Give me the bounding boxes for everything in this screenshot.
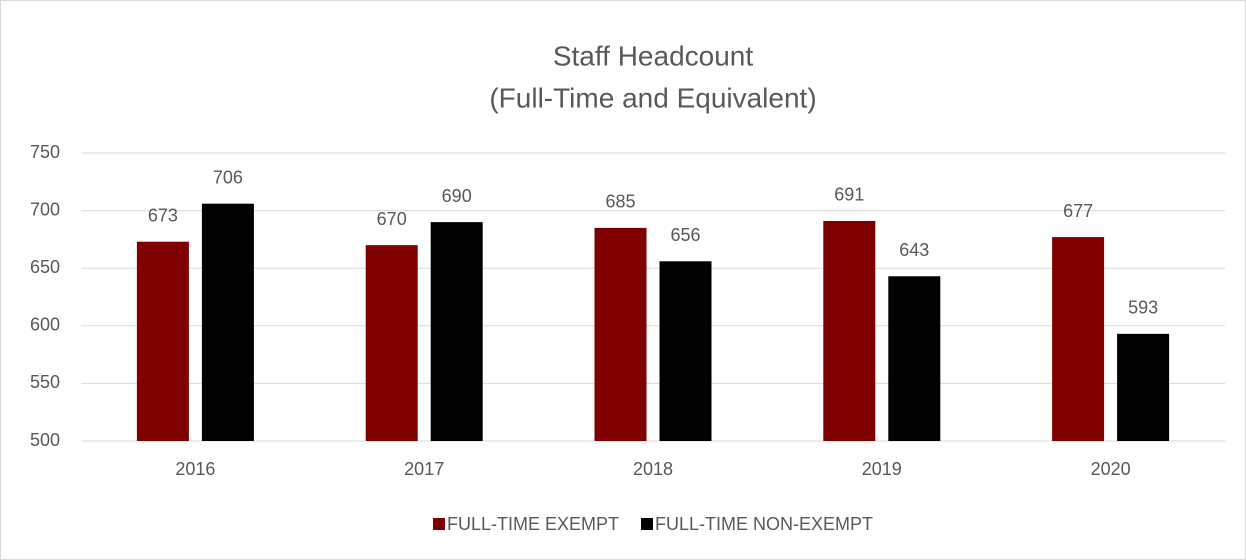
data-label: 685 <box>605 192 635 212</box>
data-label: 673 <box>148 205 178 225</box>
data-label: 656 <box>670 225 700 245</box>
chart-subtitle: (Full-Time and Equivalent) <box>489 82 816 113</box>
data-label: 677 <box>1063 201 1093 221</box>
x-tick-label: 2019 <box>862 459 902 479</box>
x-tick-label: 2018 <box>633 459 673 479</box>
bar <box>1052 237 1105 441</box>
bar <box>430 222 483 441</box>
y-tick-label: 600 <box>30 315 60 335</box>
x-tick-label: 2017 <box>404 459 444 479</box>
bar <box>594 227 647 441</box>
y-tick-label: 750 <box>30 142 60 162</box>
data-label: 706 <box>213 167 243 187</box>
bar <box>136 241 189 441</box>
bar <box>1117 333 1170 441</box>
bar <box>201 203 254 441</box>
legend-swatch <box>432 518 445 530</box>
y-tick-label: 550 <box>30 372 60 392</box>
y-tick-label: 700 <box>30 199 60 219</box>
bar <box>823 220 876 441</box>
legend-swatch <box>641 518 654 530</box>
bar <box>365 245 418 441</box>
bar <box>659 261 712 441</box>
legend-label: FULL-TIME EXEMPT <box>447 514 619 534</box>
legend-label: FULL-TIME NON-EXEMPT <box>655 514 873 534</box>
y-tick-label: 650 <box>30 257 60 277</box>
data-label: 670 <box>377 209 407 229</box>
data-label: 593 <box>1128 298 1158 318</box>
chart-title: Staff Headcount <box>553 40 754 71</box>
bar <box>888 276 941 441</box>
x-tick-label: 2016 <box>175 459 215 479</box>
data-label: 691 <box>834 185 864 205</box>
x-tick-label: 2020 <box>1091 459 1131 479</box>
data-label: 690 <box>442 186 472 206</box>
y-tick-label: 500 <box>30 430 60 450</box>
data-label: 643 <box>899 240 929 260</box>
